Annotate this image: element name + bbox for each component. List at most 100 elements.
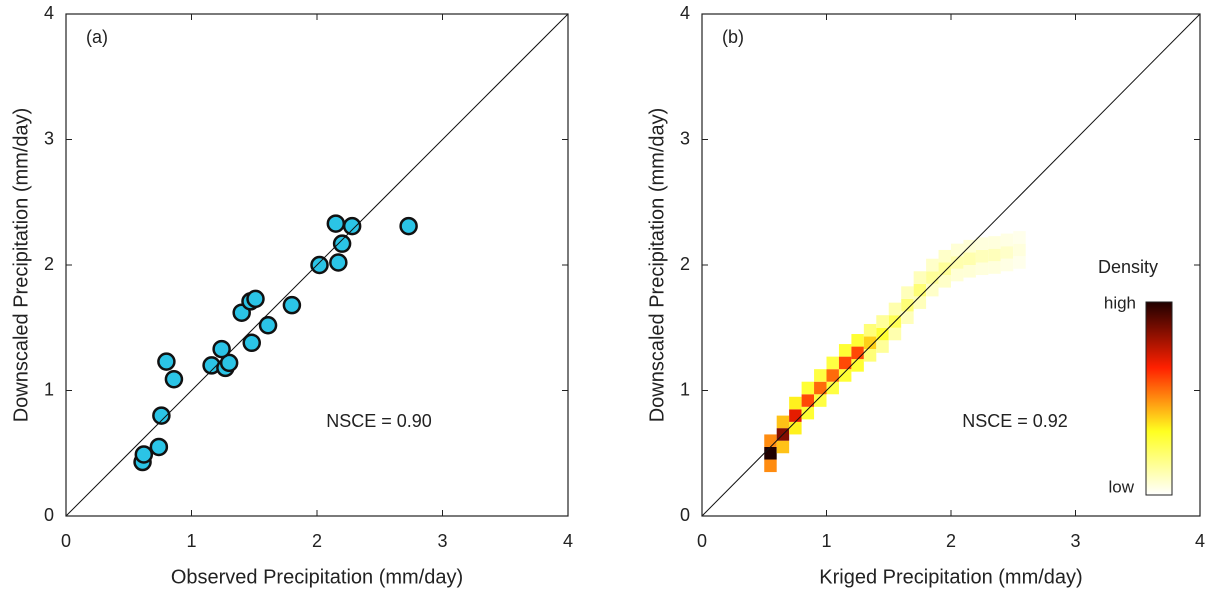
point [258,315,278,335]
density-cell [776,415,790,429]
density-cell [789,409,802,422]
identity-line [65,13,569,517]
colorbar-title: Density [1098,257,1158,277]
density-cell [826,369,839,382]
point [242,333,261,353]
density-cell [926,283,939,297]
density-cell [901,298,914,312]
y-tick-label: 2 [44,254,54,274]
density-cell [951,268,964,282]
density-cell [1000,246,1014,259]
y-tick-label: 3 [44,128,54,148]
y-tick-label: 0 [680,505,690,525]
density-cell [1000,258,1014,272]
x-tick-label: 1 [186,531,196,551]
x-tick-label: 2 [946,531,956,551]
colorbar-low: low [1108,477,1134,496]
density-cell [1013,231,1026,244]
annotation: NSCE = 0.90 [326,411,432,431]
density-cell [863,349,877,362]
point [282,295,302,315]
panel-label: (b) [722,27,744,47]
density-cell [764,459,777,473]
density-cell [913,283,927,297]
y-tick-label: 1 [44,379,54,399]
x-tick-label: 2 [312,531,322,551]
point [134,445,154,464]
y-tick-label: 4 [680,3,690,23]
y-tick-label: 0 [44,505,54,525]
density-cell [851,359,864,372]
x-tick-label: 1 [821,531,831,551]
point [219,353,239,373]
density-cell [764,446,777,460]
density-cell [801,381,815,395]
density-cell [876,315,889,328]
point [342,216,362,236]
density-cell [926,258,939,272]
x-tick-label: 0 [697,531,707,551]
density-cell [776,440,790,454]
density-cell [851,346,864,360]
point [212,339,231,359]
panel-label: (a) [86,27,108,47]
point [332,234,352,253]
x-tick-label: 0 [61,531,71,551]
x-axis-label: Observed Precipitation (mm/day) [171,566,463,588]
x-tick-label: 3 [1070,531,1080,551]
density-cell [926,271,939,284]
y-tick-label: 4 [44,3,54,23]
colorbar-high: high [1104,293,1136,312]
density-cell [814,394,827,407]
density-cell [963,265,976,278]
density-cell [988,248,1001,262]
density-cell [838,356,852,370]
annotation: NSCE = 0.92 [962,411,1068,431]
density-cell [988,261,1001,274]
point [329,253,348,272]
density-cell [863,323,877,337]
density-cell [1013,243,1026,257]
density-cell [888,327,902,341]
x-tick-label: 3 [437,531,447,551]
x-axis-label: Kriged Precipitation (mm/day) [819,566,1082,588]
point [157,352,176,371]
density-cell [988,236,1001,249]
density-cell [913,271,927,284]
point [246,289,265,309]
density-cell [826,356,839,370]
density-cell [838,369,852,382]
y-tick-label: 3 [680,128,690,148]
density-cell [801,406,815,420]
density-cell [938,249,951,263]
point [310,255,329,275]
density-cell [863,336,877,350]
point [152,406,171,425]
density-cell [975,237,989,250]
identity-line [701,13,1201,517]
density-cell [876,340,889,353]
y-axis-label: Downscaled Precipitation (mm/day) [10,108,32,423]
density-cell [838,344,852,357]
density-cell [789,421,802,435]
density-cell [975,262,989,276]
y-tick-label: 2 [680,254,690,274]
density-cell [938,262,951,276]
density-cell [826,381,839,395]
point [326,214,346,233]
point [149,437,169,457]
density-cell [938,275,951,288]
density-cell [851,334,864,347]
density-cell [1013,256,1026,269]
density-cell [764,434,777,447]
x-tick-label: 4 [563,531,573,551]
density-cell [1000,233,1014,247]
density-cell [888,302,902,316]
point [164,369,184,389]
density-cell [789,396,802,410]
density-cell [814,381,827,395]
density-cell [901,286,914,299]
density-cell [901,311,914,324]
y-tick-label: 1 [680,379,690,399]
